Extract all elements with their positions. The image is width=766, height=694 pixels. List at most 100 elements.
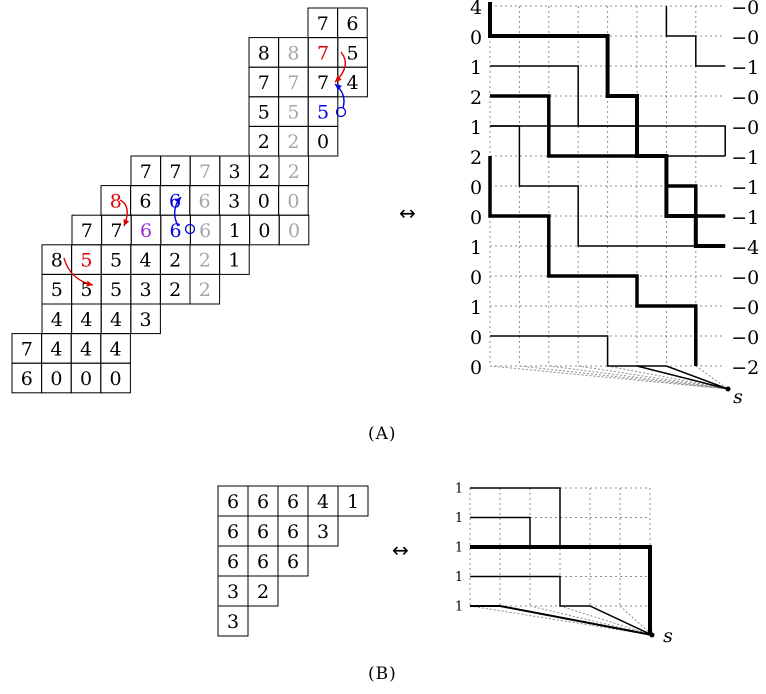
tableau-a-entry: 8 bbox=[258, 42, 270, 64]
tableau-a-entry: 0 bbox=[110, 368, 122, 390]
tableau-a-cell bbox=[189, 273, 221, 305]
tableau-a-entry: 6 bbox=[169, 190, 181, 212]
tableau-a-cell bbox=[219, 244, 250, 275]
row-label-left: 1 bbox=[455, 600, 463, 615]
tableau-a-entry: 3 bbox=[228, 190, 240, 212]
tableau-b-entry: 1 bbox=[347, 491, 359, 513]
lattice-path-bold bbox=[470, 545, 652, 636]
tableau-a-cell bbox=[100, 362, 131, 394]
tableau-b-entry: 6 bbox=[257, 551, 269, 573]
lattice-b-grid bbox=[469, 487, 653, 636]
tableau-a-entry: 1 bbox=[229, 220, 241, 242]
caption-b: (B) bbox=[368, 664, 397, 684]
tableau-b-entry: 6 bbox=[257, 491, 269, 513]
tableau-b-entry: 6 bbox=[287, 491, 299, 513]
tableau-b-entry: 6 bbox=[227, 491, 239, 513]
tableau-a-entry: 7 bbox=[169, 161, 181, 183]
row-label-left: 1 bbox=[455, 541, 463, 556]
tableau-a-entry: 2 bbox=[169, 279, 181, 301]
lattice-path bbox=[470, 575, 653, 636]
tableau-a: 7 68 8 7 57 7 7 45 5 52 2 07 7 7 3 2 28 6 6 6 3 0 07 7 6 6 6 1 0 08 5 5… bbox=[11, 7, 368, 394]
row-label-right: −1 bbox=[731, 57, 759, 79]
lattice-b-labels: 1 1 1 1 1 s bbox=[455, 482, 673, 648]
lattice-path bbox=[490, 125, 726, 156]
tableau-b-entry: 6 bbox=[287, 521, 299, 543]
row-label-right: −2 bbox=[731, 357, 759, 379]
row-label-left: 1 bbox=[470, 117, 482, 139]
tableau-a-entry: 5 bbox=[317, 102, 329, 124]
lattice-b-paths bbox=[470, 487, 653, 636]
row-label-right: −0 bbox=[731, 327, 759, 349]
tableau-b-cell bbox=[337, 485, 369, 517]
row-label-left: 1 bbox=[470, 237, 482, 259]
tableau-a-entry: 5 bbox=[258, 102, 270, 124]
row-label-right: −0 bbox=[731, 27, 759, 49]
tableau-a-entry: 2 bbox=[199, 250, 211, 272]
tableau-b-entry: 3 bbox=[227, 611, 239, 633]
tableau-a-cell bbox=[278, 214, 310, 246]
slide-arrow-red-head bbox=[86, 280, 93, 287]
tableau-a-entry: 6 bbox=[21, 368, 33, 390]
tableau-a-entry: 7 bbox=[258, 72, 270, 94]
row-label-left: 0 bbox=[470, 177, 482, 199]
tableau-a-entry: 4 bbox=[140, 250, 152, 272]
tableau-a-entry: 0 bbox=[287, 190, 299, 212]
sink-edge bbox=[578, 365, 729, 390]
tableau-a-entry: 4 bbox=[110, 309, 122, 331]
equivalence-arrow-b: ↔ bbox=[392, 538, 409, 562]
lattice-path bbox=[470, 516, 560, 548]
row-label-left: 1 bbox=[455, 570, 463, 585]
tableau-a-entry: 4 bbox=[80, 309, 92, 331]
tableau-a-entry: 8 bbox=[110, 190, 122, 212]
sink-edge bbox=[489, 365, 729, 390]
row-label-right: −0 bbox=[731, 87, 759, 109]
row-label-right: −0 bbox=[731, 267, 759, 289]
sink-node bbox=[649, 632, 655, 638]
tableau-a-entry: 2 bbox=[169, 250, 181, 272]
slide-loop-blue bbox=[335, 106, 347, 118]
tableau-a-entry: 4 bbox=[347, 72, 359, 94]
slide-loop-blue bbox=[184, 223, 196, 235]
tableau-a-entry: 6 bbox=[199, 220, 211, 242]
caption-a: (A) bbox=[368, 424, 397, 444]
tableau-a-arrows bbox=[63, 51, 347, 287]
tableau-a-entry: 0 bbox=[50, 368, 62, 390]
tableau-a-entry: 5 bbox=[51, 279, 63, 301]
tableau-a-entry: 7 bbox=[317, 72, 329, 94]
tableau-a-entry: 8 bbox=[287, 42, 299, 64]
lattice-a-labels: 4 0 1 2 1 2 0 0 1 0 1 0 0 −0 −0 −1 −0 −0 −1 −1 −1 −4 −0 −0 −0 −2 s bbox=[470, 0, 759, 408]
row-label-right: −1 bbox=[731, 147, 759, 169]
slide-arrow-blue-head bbox=[174, 197, 181, 204]
row-label-left: 4 bbox=[470, 0, 482, 19]
row-label-left: 1 bbox=[470, 297, 482, 319]
tableau-a-entry: 5 bbox=[110, 250, 122, 272]
lattice-a-paths bbox=[488, 2, 729, 390]
row-label-right: −1 bbox=[731, 207, 759, 229]
sink-edge bbox=[559, 605, 653, 636]
row-label-left: 2 bbox=[470, 87, 482, 109]
row-label-left: 2 bbox=[470, 147, 482, 169]
tableau-a-entry: 0 bbox=[80, 368, 92, 390]
tableau-a-entry: 5 bbox=[347, 42, 359, 64]
row-label-left: 0 bbox=[470, 327, 482, 349]
equivalence-arrow-a: ↔ bbox=[399, 201, 416, 225]
tableau-a-entry: 5 bbox=[80, 250, 92, 272]
tableau-a-cell bbox=[307, 125, 339, 157]
tableau-b-entry: 3 bbox=[317, 521, 329, 543]
tableau-a-entry: 2 bbox=[199, 279, 211, 301]
tableau-b-entry: 6 bbox=[227, 521, 239, 543]
tableau-a-entry: 4 bbox=[50, 338, 62, 360]
lattice-path-bold bbox=[488, 2, 726, 248]
tableau-a-entry: 7 bbox=[110, 220, 122, 242]
sink-label: s bbox=[663, 625, 673, 647]
tableau-a-entry: 5 bbox=[110, 279, 122, 301]
row-label-left: 0 bbox=[470, 267, 482, 289]
tableau-b-entry: 6 bbox=[227, 551, 239, 573]
lattice-path-bold bbox=[490, 94, 726, 218]
tableau-b-entry: 6 bbox=[287, 551, 299, 573]
sink-edge bbox=[607, 365, 729, 390]
tableau-a-entry: 3 bbox=[229, 161, 241, 183]
sink-edge bbox=[519, 365, 729, 390]
tableau-b-entry: 4 bbox=[317, 491, 329, 513]
tableau-a-entry: 2 bbox=[258, 161, 270, 183]
